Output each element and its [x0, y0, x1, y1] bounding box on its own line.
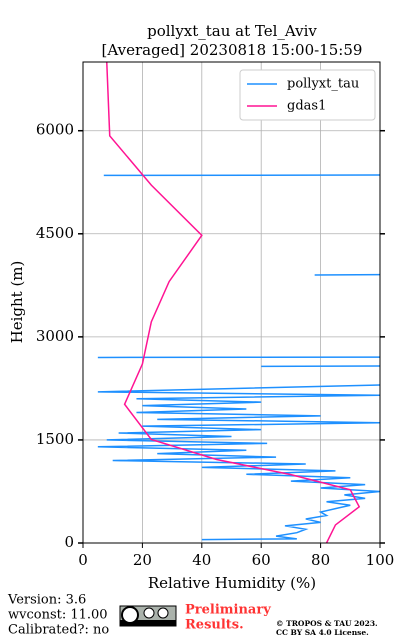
cc-logo	[119, 605, 177, 627]
x-tick-label: 60	[252, 551, 271, 569]
legend-box	[239, 69, 376, 121]
x-tick-label: 40	[192, 551, 211, 569]
plot-area	[97, 62, 380, 543]
chart-title: pollyxt_tau at Tel_Aviv	[147, 22, 317, 40]
y-tick-label: 3000	[36, 327, 74, 345]
legend-label: pollyxt_tau	[287, 77, 359, 92]
y-tick-label: 4500	[36, 224, 74, 242]
y-tick-label: 1500	[36, 430, 74, 448]
plot-frame	[82, 61, 381, 544]
legend-label: gdas1	[287, 99, 326, 114]
preliminary: Results.	[185, 618, 244, 633]
x-tick-label: 100	[366, 551, 395, 569]
y-axis-label: Height (m)	[8, 261, 26, 344]
chart-subtitle: [Averaged] 20230818 15:00-15:59	[102, 41, 363, 59]
version: Version: 3.6	[7, 593, 86, 608]
wvconst: wvconst: 11.00	[8, 608, 108, 623]
x-tick-label: 0	[78, 551, 88, 569]
x-tick-label: 80	[311, 551, 330, 569]
license: CC BY SA 4.0 License.	[276, 628, 369, 637]
y-tick-label: 6000	[36, 121, 74, 139]
x-axis-label: Relative Humidity (%)	[148, 574, 316, 592]
preliminary: Preliminary	[185, 603, 271, 618]
y-tick-label: 0	[64, 533, 74, 551]
data-line	[97, 174, 380, 541]
data-line	[106, 62, 361, 543]
license: © TROPOS & TAU 2023.	[276, 619, 378, 628]
x-tick-label: 20	[133, 551, 152, 569]
calibrated: Calibrated?: no	[8, 623, 109, 638]
